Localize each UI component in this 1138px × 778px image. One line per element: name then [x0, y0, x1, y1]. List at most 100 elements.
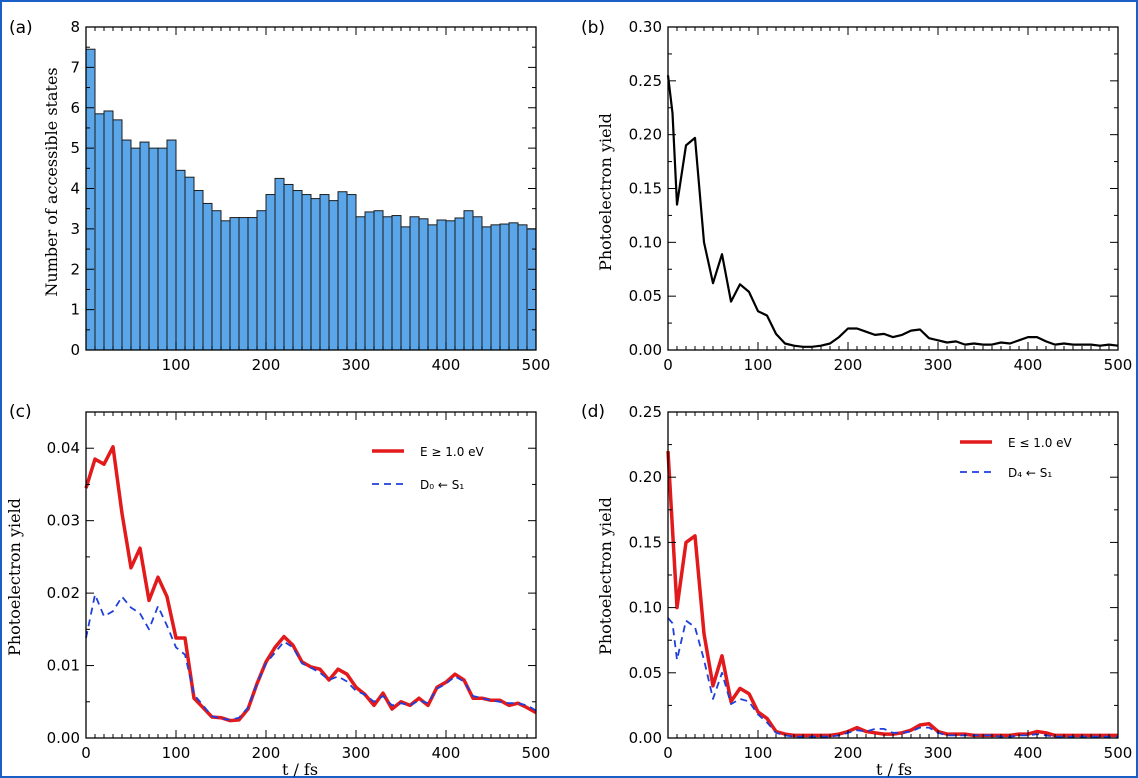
series-line-2 [85, 593, 537, 721]
x-tick-label: 500 [1104, 744, 1133, 762]
panel-c-ylabel: Photoelectron yield [5, 498, 24, 656]
histogram-bar [175, 169, 186, 351]
x-tick-label: 300 [342, 744, 371, 762]
y-tick-label: 0.20 [629, 126, 662, 144]
x-tick-label: 200 [834, 356, 863, 374]
y-tick-label: 3 [70, 220, 80, 238]
panel-c-label: (c) [9, 402, 32, 422]
histogram-bar [427, 224, 438, 351]
histogram-bar [490, 224, 501, 351]
x-tick-label: 100 [162, 356, 191, 374]
y-tick-label: 0.10 [629, 233, 662, 251]
histogram-bar [481, 226, 492, 351]
panel-c-legend: E ≥ 1.0 eV D₀ ← S₁ [372, 445, 485, 492]
panel-c-plot: 0 100 200 300 400 500 0.00 0.01 0.02 0.03 0.04 [47, 411, 551, 762]
histogram-bar [508, 222, 519, 351]
x-tick-label: 500 [1104, 356, 1133, 374]
y-tick-label: 0.10 [629, 599, 662, 617]
x-tick-label: 100 [162, 744, 191, 762]
histogram-bar [355, 216, 366, 351]
y-tick-label: 0 [70, 341, 80, 359]
histogram-bar [112, 119, 123, 351]
y-tick-label: 0.00 [629, 729, 662, 747]
y-tick-label: 0.15 [629, 180, 662, 198]
histogram-bar [256, 210, 267, 351]
histogram-bar [103, 110, 114, 351]
panel-d-ylabel: Photoelectron yield [596, 497, 615, 655]
y-tick-label: 5 [70, 139, 80, 157]
panel-d-legend: E ≤ 1.0 eV D₄ ← S₁ [960, 436, 1073, 480]
histogram-bar [436, 219, 447, 351]
y-tick-label: 6 [70, 99, 80, 117]
y-tick-label: 0.15 [629, 533, 662, 551]
histogram-bar [418, 218, 429, 351]
y-tick-label: 0.20 [629, 468, 662, 486]
y-tick-label: 0.01 [47, 657, 80, 675]
legend-label-d4: D₄ ← S₁ [1008, 466, 1052, 480]
histogram-bar [472, 216, 483, 351]
y-tick-label: 0.00 [629, 341, 662, 359]
x-tick-label: 300 [924, 744, 953, 762]
histogram-bar [148, 147, 159, 351]
x-tick-label: 500 [522, 744, 551, 762]
y-tick-label: 0.03 [47, 512, 80, 530]
x-tick-label: 100 [744, 356, 773, 374]
histogram-bar [85, 48, 96, 351]
panel-a-ylabel: Number of accessible states [42, 67, 61, 296]
histogram-bar [166, 139, 177, 351]
y-tick-label: 1 [70, 301, 80, 319]
x-tick-label: 300 [924, 356, 953, 374]
panel-b-plot: 0 100 200 300 400 500 0.00 0.05 0.10 0.15 0.20 0.25… [629, 18, 1133, 374]
panel-b-ylabel: Photoelectron yield [596, 113, 615, 271]
series-line-1 [84, 445, 537, 723]
histogram-bar [319, 194, 330, 351]
panel-b: (b) Photoelectron yield 0 100 200 300 400 500… [581, 18, 1132, 374]
x-tick-label: 400 [1014, 356, 1043, 374]
panel-a-plot: 100 200 300 400 500 0 1 2 3 4 5 6 7 8 [70, 18, 550, 374]
series-line-1 [666, 450, 1118, 738]
histogram-bar [337, 191, 348, 351]
x-tick-label: 200 [252, 744, 281, 762]
histogram-bar [301, 194, 312, 351]
y-tick-label: 0.05 [629, 287, 662, 305]
histogram-bar [238, 217, 249, 351]
series-line-2 [667, 617, 1118, 738]
histogram-bar [517, 224, 528, 351]
panel-a: (a) Number of accessible states 100 200 30… [9, 18, 550, 374]
plot-frame [667, 26, 1119, 351]
y-tick-label: 0.04 [47, 439, 80, 457]
histogram-bar [220, 220, 231, 351]
histogram-bar [382, 216, 393, 351]
panel-d-plot: 0 100 200 300 400 500 0.00 0.05 0.10 0.15 0.20 0.25 [629, 403, 1133, 762]
x-tick-label: 0 [663, 356, 673, 374]
x-tick-label: 400 [432, 356, 461, 374]
histogram-bar [373, 210, 384, 351]
histogram-bar [283, 183, 294, 351]
histogram-bar [409, 216, 420, 351]
histogram-bar [130, 147, 141, 351]
histogram-bar [499, 223, 510, 351]
y-tick-label: 0.05 [629, 664, 662, 682]
histogram-bar [310, 198, 321, 351]
panel-b-label: (b) [581, 18, 605, 38]
histogram-bar [157, 147, 168, 351]
histogram-bar [265, 194, 276, 351]
histogram-bar [139, 141, 150, 351]
plot-frame [667, 411, 1119, 739]
legend-label-e-le: E ≤ 1.0 eV [1008, 436, 1073, 450]
x-tick-label: 100 [744, 744, 773, 762]
panel-c-xlabel: t / fs [282, 760, 318, 778]
y-tick-label: 0.25 [629, 72, 662, 90]
histogram-bar [445, 220, 456, 351]
histogram-bar [121, 139, 132, 351]
x-tick-label: 400 [432, 744, 461, 762]
x-tick-label: 200 [834, 744, 863, 762]
x-tick-label: 500 [522, 356, 551, 374]
histogram-bar [292, 190, 303, 351]
histogram-bar [454, 217, 465, 351]
x-tick-label: 0 [663, 744, 673, 762]
histogram-bar [193, 190, 204, 351]
histogram-bar [274, 177, 285, 351]
